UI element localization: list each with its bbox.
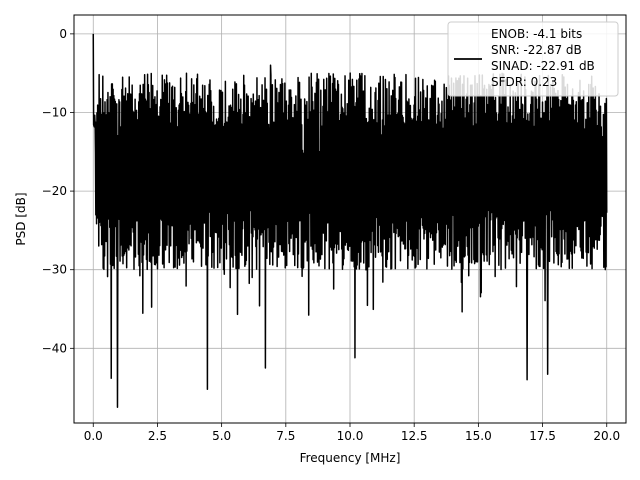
- x-tick-label: 2.5: [148, 429, 167, 443]
- x-tick-label: 15.0: [465, 429, 492, 443]
- x-tick-label: 0.0: [84, 429, 103, 443]
- y-tick-label: −30: [42, 263, 67, 277]
- x-tick-label: 7.5: [276, 429, 295, 443]
- y-tick-label: −10: [42, 105, 67, 119]
- legend-entry-line: ENOB: -4.1 bits: [491, 27, 582, 41]
- x-tick-label: 17.5: [529, 429, 556, 443]
- legend-entry-line: SINAD: -22.91 dB: [491, 59, 595, 73]
- y-tick-label: 0: [59, 27, 67, 41]
- psd-series: [92, 33, 608, 409]
- legend-entry-line: SNR: -22.87 dB: [491, 43, 582, 57]
- y-axis-ticks: 0 −10 −20 −30 −40: [42, 27, 74, 355]
- y-tick-label: −40: [42, 341, 67, 355]
- psd-series-line: [92, 33, 608, 409]
- y-tick-label: −20: [42, 184, 67, 198]
- legend-entry-line: SFDR: 0.23: [491, 75, 557, 89]
- legend: ENOB: -4.1 bits SNR: -22.87 dB SINAD: -22.…: [447, 21, 619, 97]
- x-axis-label: Frequency [MHz]: [300, 451, 401, 465]
- x-tick-label: 12.5: [401, 429, 428, 443]
- legend-box: [447, 21, 619, 97]
- x-tick-label: 20.0: [593, 429, 620, 443]
- y-axis-label: PSD [dB]: [14, 192, 28, 245]
- x-axis-ticks: 0.0 2.5 5.0 7.5 10.0 12.5 15.0 17.5 20.0: [84, 423, 620, 443]
- x-tick-label: 5.0: [212, 429, 231, 443]
- x-tick-label: 10.0: [337, 429, 364, 443]
